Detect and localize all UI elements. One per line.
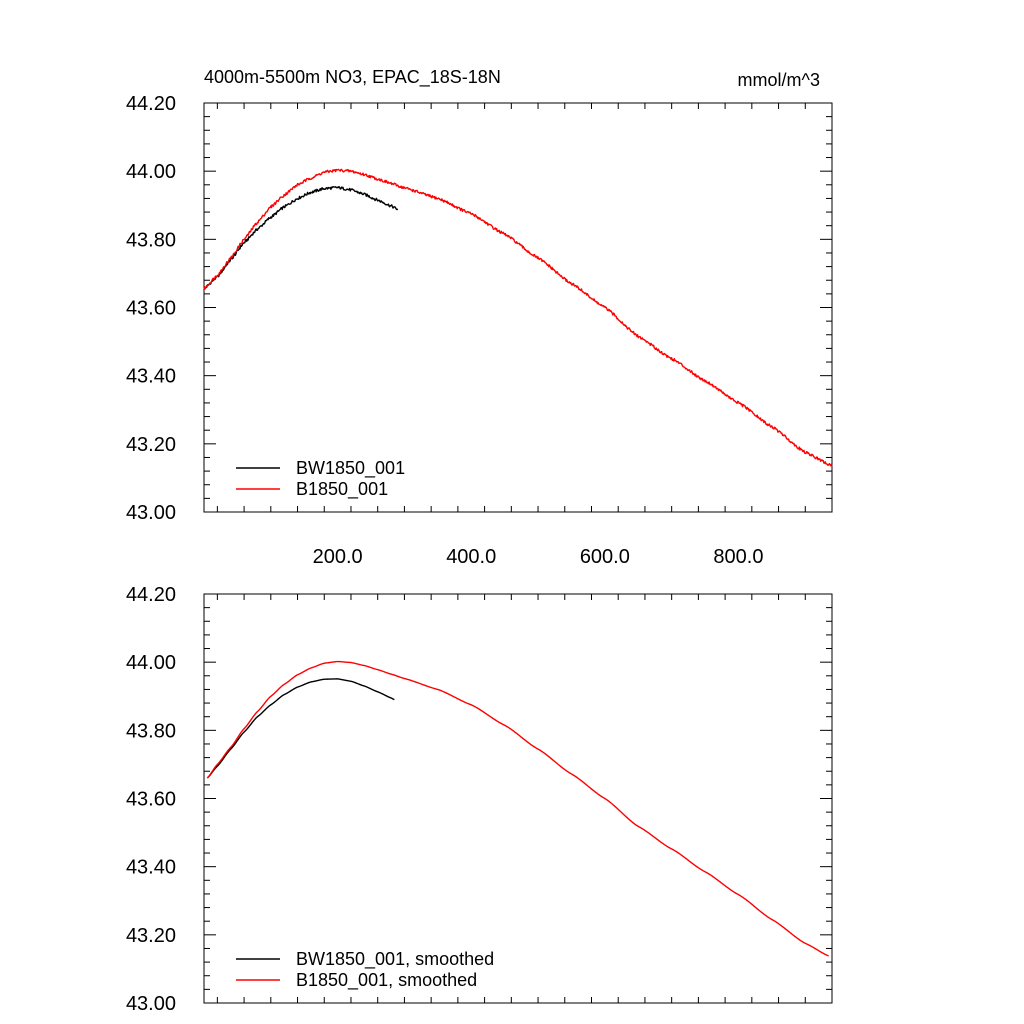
chart-title: 4000m-5500m NO3, EPAC_18S-18N — [204, 67, 501, 88]
series-line-bw1850-001-smoothed — [206, 678, 395, 779]
legend-label: BW1850_001 — [296, 458, 405, 479]
y-tick-label: 43.80 — [126, 229, 176, 251]
y-tick-label: 44.00 — [126, 652, 176, 674]
y-tick-label: 43.60 — [126, 298, 176, 320]
y-tick-label: 43.00 — [126, 993, 176, 1015]
units-label: mmol/m^3 — [738, 70, 820, 90]
legend-label: B1850_001, smoothed — [296, 970, 477, 991]
x-tick-label: 400.0 — [446, 546, 496, 568]
plot-frame — [203, 593, 833, 1004]
y-tick-label: 43.20 — [126, 925, 176, 947]
y-tick-label: 44.20 — [126, 93, 176, 115]
bottom-panel-smoothed: 43.00 43.20 43.40 43.60 43.80 44.00 44.20 BW185… — [126, 584, 833, 1015]
y-tick-label: 43.60 — [126, 789, 176, 811]
legend-label: B1850_001 — [296, 479, 388, 500]
y-tick-label: 43.00 — [126, 502, 176, 524]
plot-frame — [203, 102, 833, 513]
y-tick-label: 44.00 — [126, 161, 176, 183]
y-tick-label: 43.80 — [126, 720, 176, 742]
series-line-bw1850-001 — [203, 185, 399, 290]
x-tick-label: 600.0 — [580, 546, 630, 568]
y-tick-label: 43.40 — [126, 857, 176, 879]
x-tick-label: 200.0 — [313, 546, 363, 568]
series-line-b1850-001 — [203, 168, 833, 467]
series-line-b1850-001-smoothed — [206, 660, 829, 957]
top-panel-raw: 43.00 43.20 43.40 43.60 43.80 44.00 44.20 200.0… — [126, 93, 833, 568]
x-tick-label: 800.0 — [713, 546, 763, 568]
y-tick-label: 44.20 — [126, 584, 176, 606]
y-tick-label: 43.20 — [126, 434, 176, 456]
y-tick-label: 43.40 — [126, 366, 176, 388]
legend-label: BW1850_001, smoothed — [296, 949, 494, 970]
